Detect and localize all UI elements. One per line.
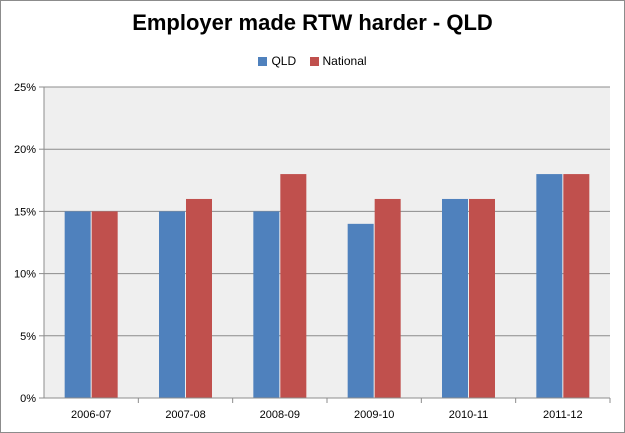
x-tick-label: 2006-07 <box>71 409 111 421</box>
y-tick-label: 5% <box>20 331 36 343</box>
legend-swatch-national <box>309 57 319 66</box>
legend-label-qld: QLD <box>271 54 297 68</box>
y-tick-label: 10% <box>14 269 36 281</box>
plot-area <box>44 87 610 398</box>
y-tick-labels: 0% 5% 10% 15% 20% 25% <box>14 82 36 405</box>
bar-qld <box>442 198 468 398</box>
axes <box>43 87 610 399</box>
y-tick-label: 15% <box>14 206 36 218</box>
bar-qld <box>159 211 185 398</box>
chart-legend: QLD National <box>0 54 625 68</box>
x-tick-label: 2010-11 <box>449 409 489 421</box>
y-tick-label: 20% <box>14 144 36 156</box>
bar-national <box>374 198 401 398</box>
bar-national <box>186 198 212 398</box>
x-tick-labels: 2006-07 2007-08 2008-09 2009-10 2010-11 2011-… <box>71 409 583 421</box>
bar-national <box>280 174 307 398</box>
bar-qld <box>64 211 91 398</box>
y-tick-label: 25% <box>14 82 36 94</box>
legend-item-national: National <box>309 54 367 68</box>
legend-item-qld: QLD <box>258 54 296 68</box>
chart-title: Employer made RTW harder - QLD <box>132 10 493 35</box>
x-tick-label: 2011-12 <box>543 409 583 421</box>
legend-label-national: National <box>322 54 367 68</box>
bars <box>64 174 590 398</box>
legend-swatch-qld <box>258 57 268 66</box>
gridlines <box>39 86 611 403</box>
x-tick-label: 2007-08 <box>165 409 205 421</box>
bar-national <box>563 174 590 398</box>
x-tick-label: 2008-09 <box>260 409 300 421</box>
y-tick-label: 0% <box>20 393 36 405</box>
x-tick-label: 2009-10 <box>354 409 394 421</box>
bar-qld <box>347 223 374 398</box>
bar-qld <box>536 174 563 398</box>
bar-qld <box>253 211 280 398</box>
bar-national <box>469 198 495 398</box>
bar-national <box>91 211 118 398</box>
